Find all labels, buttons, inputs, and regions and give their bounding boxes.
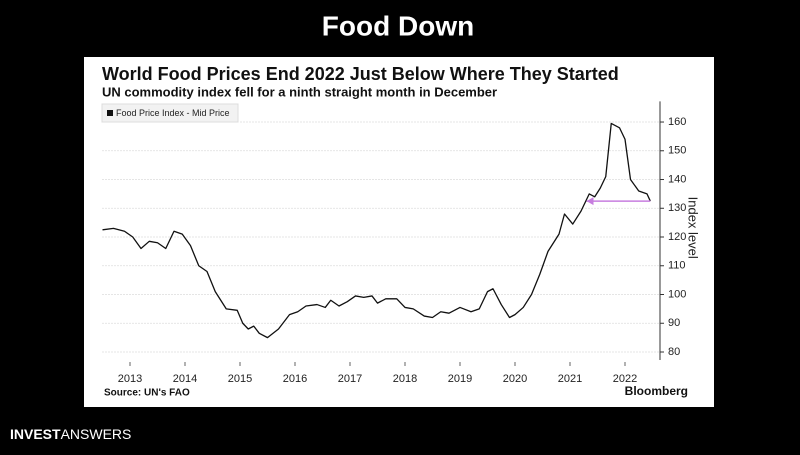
- slide-title: Food Down: [322, 10, 474, 41]
- x-tick-label: 2013: [118, 373, 142, 385]
- arrow-head: [586, 197, 594, 206]
- y-tick-label: 140: [668, 173, 686, 185]
- y-tick-label: 80: [668, 346, 680, 358]
- legend-box: [101, 103, 239, 123]
- x-tick-label: 2021: [558, 373, 582, 385]
- x-tick-label: 2019: [448, 373, 472, 385]
- line-series: [102, 122, 651, 339]
- credit: Bloomberg: [625, 384, 688, 398]
- x-tick-label: 2020: [503, 373, 527, 385]
- y-tick-label: 110: [668, 260, 686, 272]
- x-tick-label: 2018: [393, 373, 417, 385]
- brand-part: INVEST: [10, 426, 61, 442]
- legend: Food Price Index - Mid Price: [101, 103, 239, 123]
- x-tick-label: 2016: [283, 373, 307, 385]
- legend-swatch: [107, 110, 113, 116]
- legend-label: Food Price Index - Mid Price: [116, 108, 230, 118]
- chart-title: World Food Prices End 2022 Just Below Wh…: [102, 64, 619, 84]
- y-axis-label: Index level: [686, 197, 701, 259]
- brand-part: ANSWERS: [61, 426, 132, 442]
- brand: INVESTANSWERS: [10, 426, 131, 442]
- y-tick-label: 160: [668, 116, 686, 128]
- chart-subtitle: UN commodity index fell for a ninth stra…: [102, 84, 497, 99]
- y-tick-label: 100: [668, 288, 686, 300]
- plot: 80 90 100 110 120 130 140 150 160 Index level 2013…: [101, 101, 701, 385]
- x-tick-label: 2014: [173, 373, 197, 385]
- x-tick-label: 2017: [338, 373, 362, 385]
- x-tick-label: 2015: [228, 373, 252, 385]
- y-tick-label: 130: [668, 202, 686, 214]
- x-tick-label: 2022: [613, 373, 637, 385]
- source: Source: UN's FAO: [104, 388, 190, 399]
- y-tick-label: 150: [668, 145, 686, 157]
- y-tick-label: 120: [668, 231, 686, 243]
- y-tick-label: 90: [668, 317, 680, 329]
